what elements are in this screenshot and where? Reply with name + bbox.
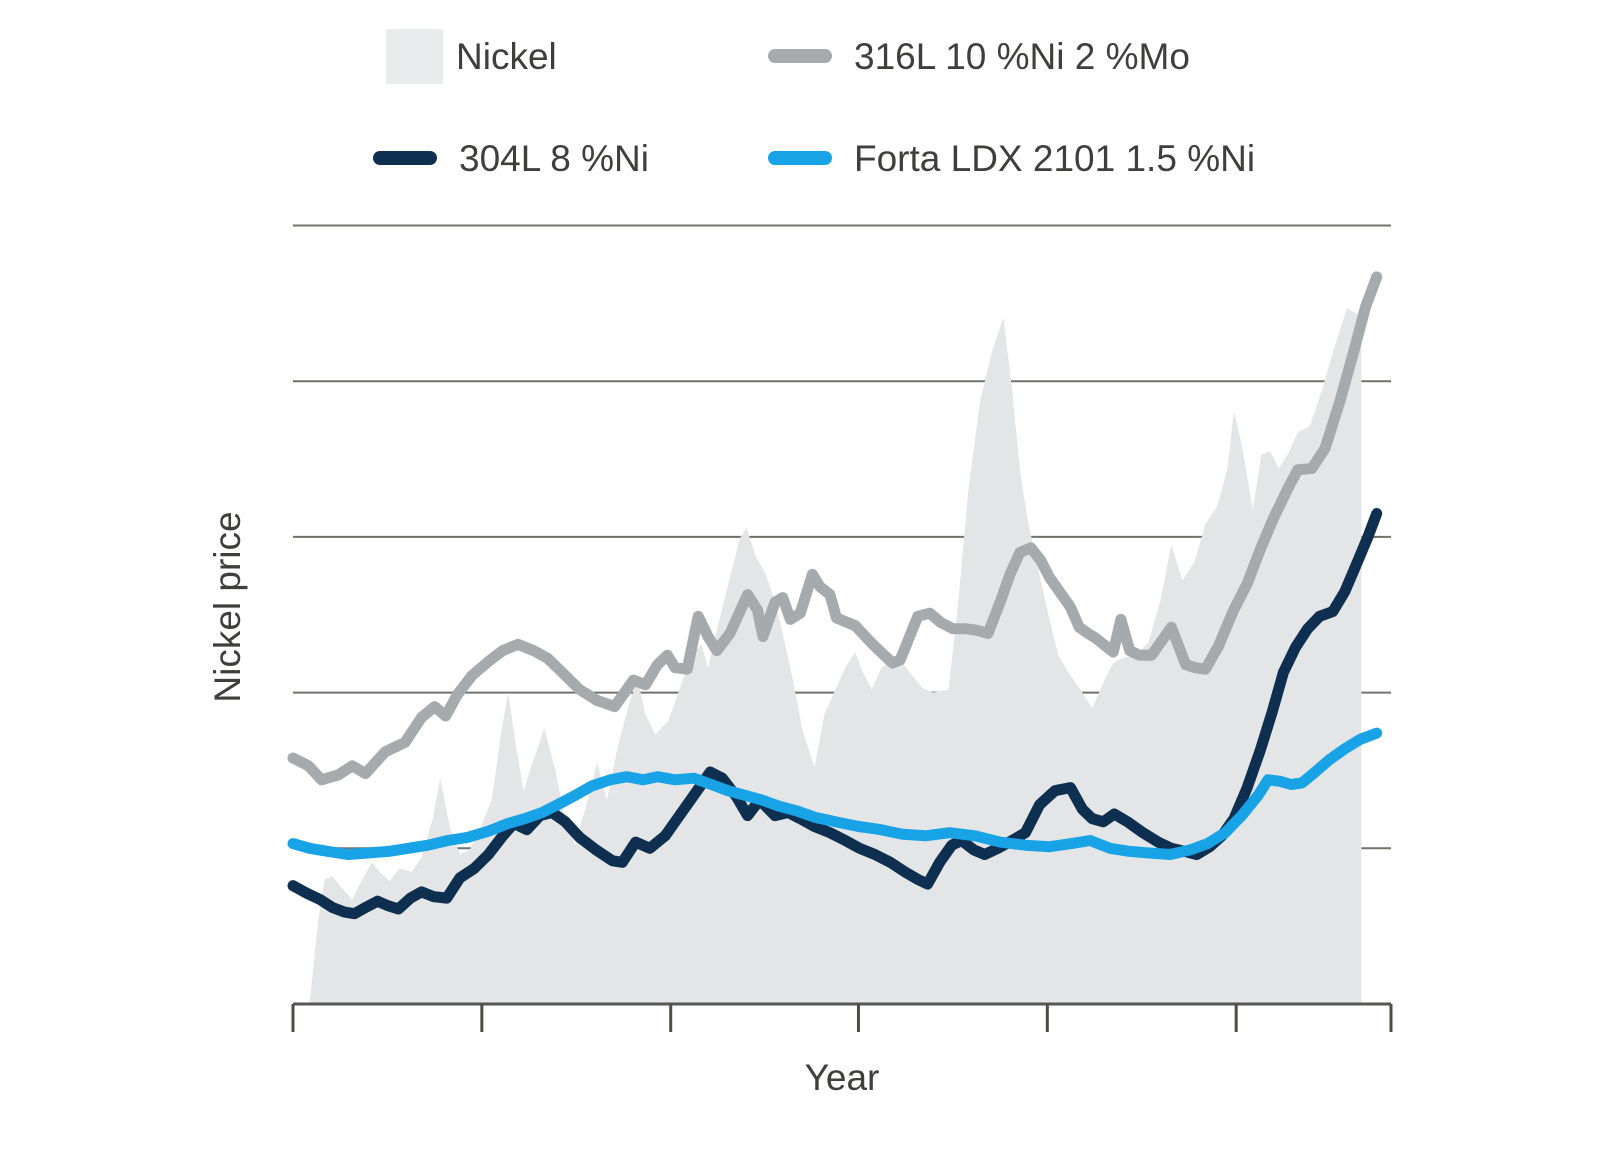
316l-line-swatch xyxy=(768,49,832,63)
line-forta xyxy=(287,727,1383,860)
legend-item-304l: 304L 8 %Ni xyxy=(373,130,649,186)
legend-label-316l: 316L 10 %Ni 2 %Mo xyxy=(854,35,1190,77)
forta-line-swatch xyxy=(768,151,832,165)
nickel-area xyxy=(309,308,1362,1004)
line-316l xyxy=(287,271,1383,786)
nickel-area-swatch xyxy=(386,28,443,84)
legend-item-nickel: Nickel xyxy=(386,28,557,84)
x-axis-title: Year xyxy=(804,1057,880,1098)
legend-label-304l: 304L 8 %Ni xyxy=(459,137,649,179)
legend-label-nickel: Nickel xyxy=(456,35,557,77)
legend-label-forta: Forta LDX 2101 1.5 %Ni xyxy=(854,137,1256,179)
304l-line-swatch xyxy=(373,151,437,165)
legend-item-316l: 316L 10 %Ni 2 %Mo xyxy=(768,28,1190,84)
legend-item-forta: Forta LDX 2101 1.5 %Ni xyxy=(768,130,1255,186)
